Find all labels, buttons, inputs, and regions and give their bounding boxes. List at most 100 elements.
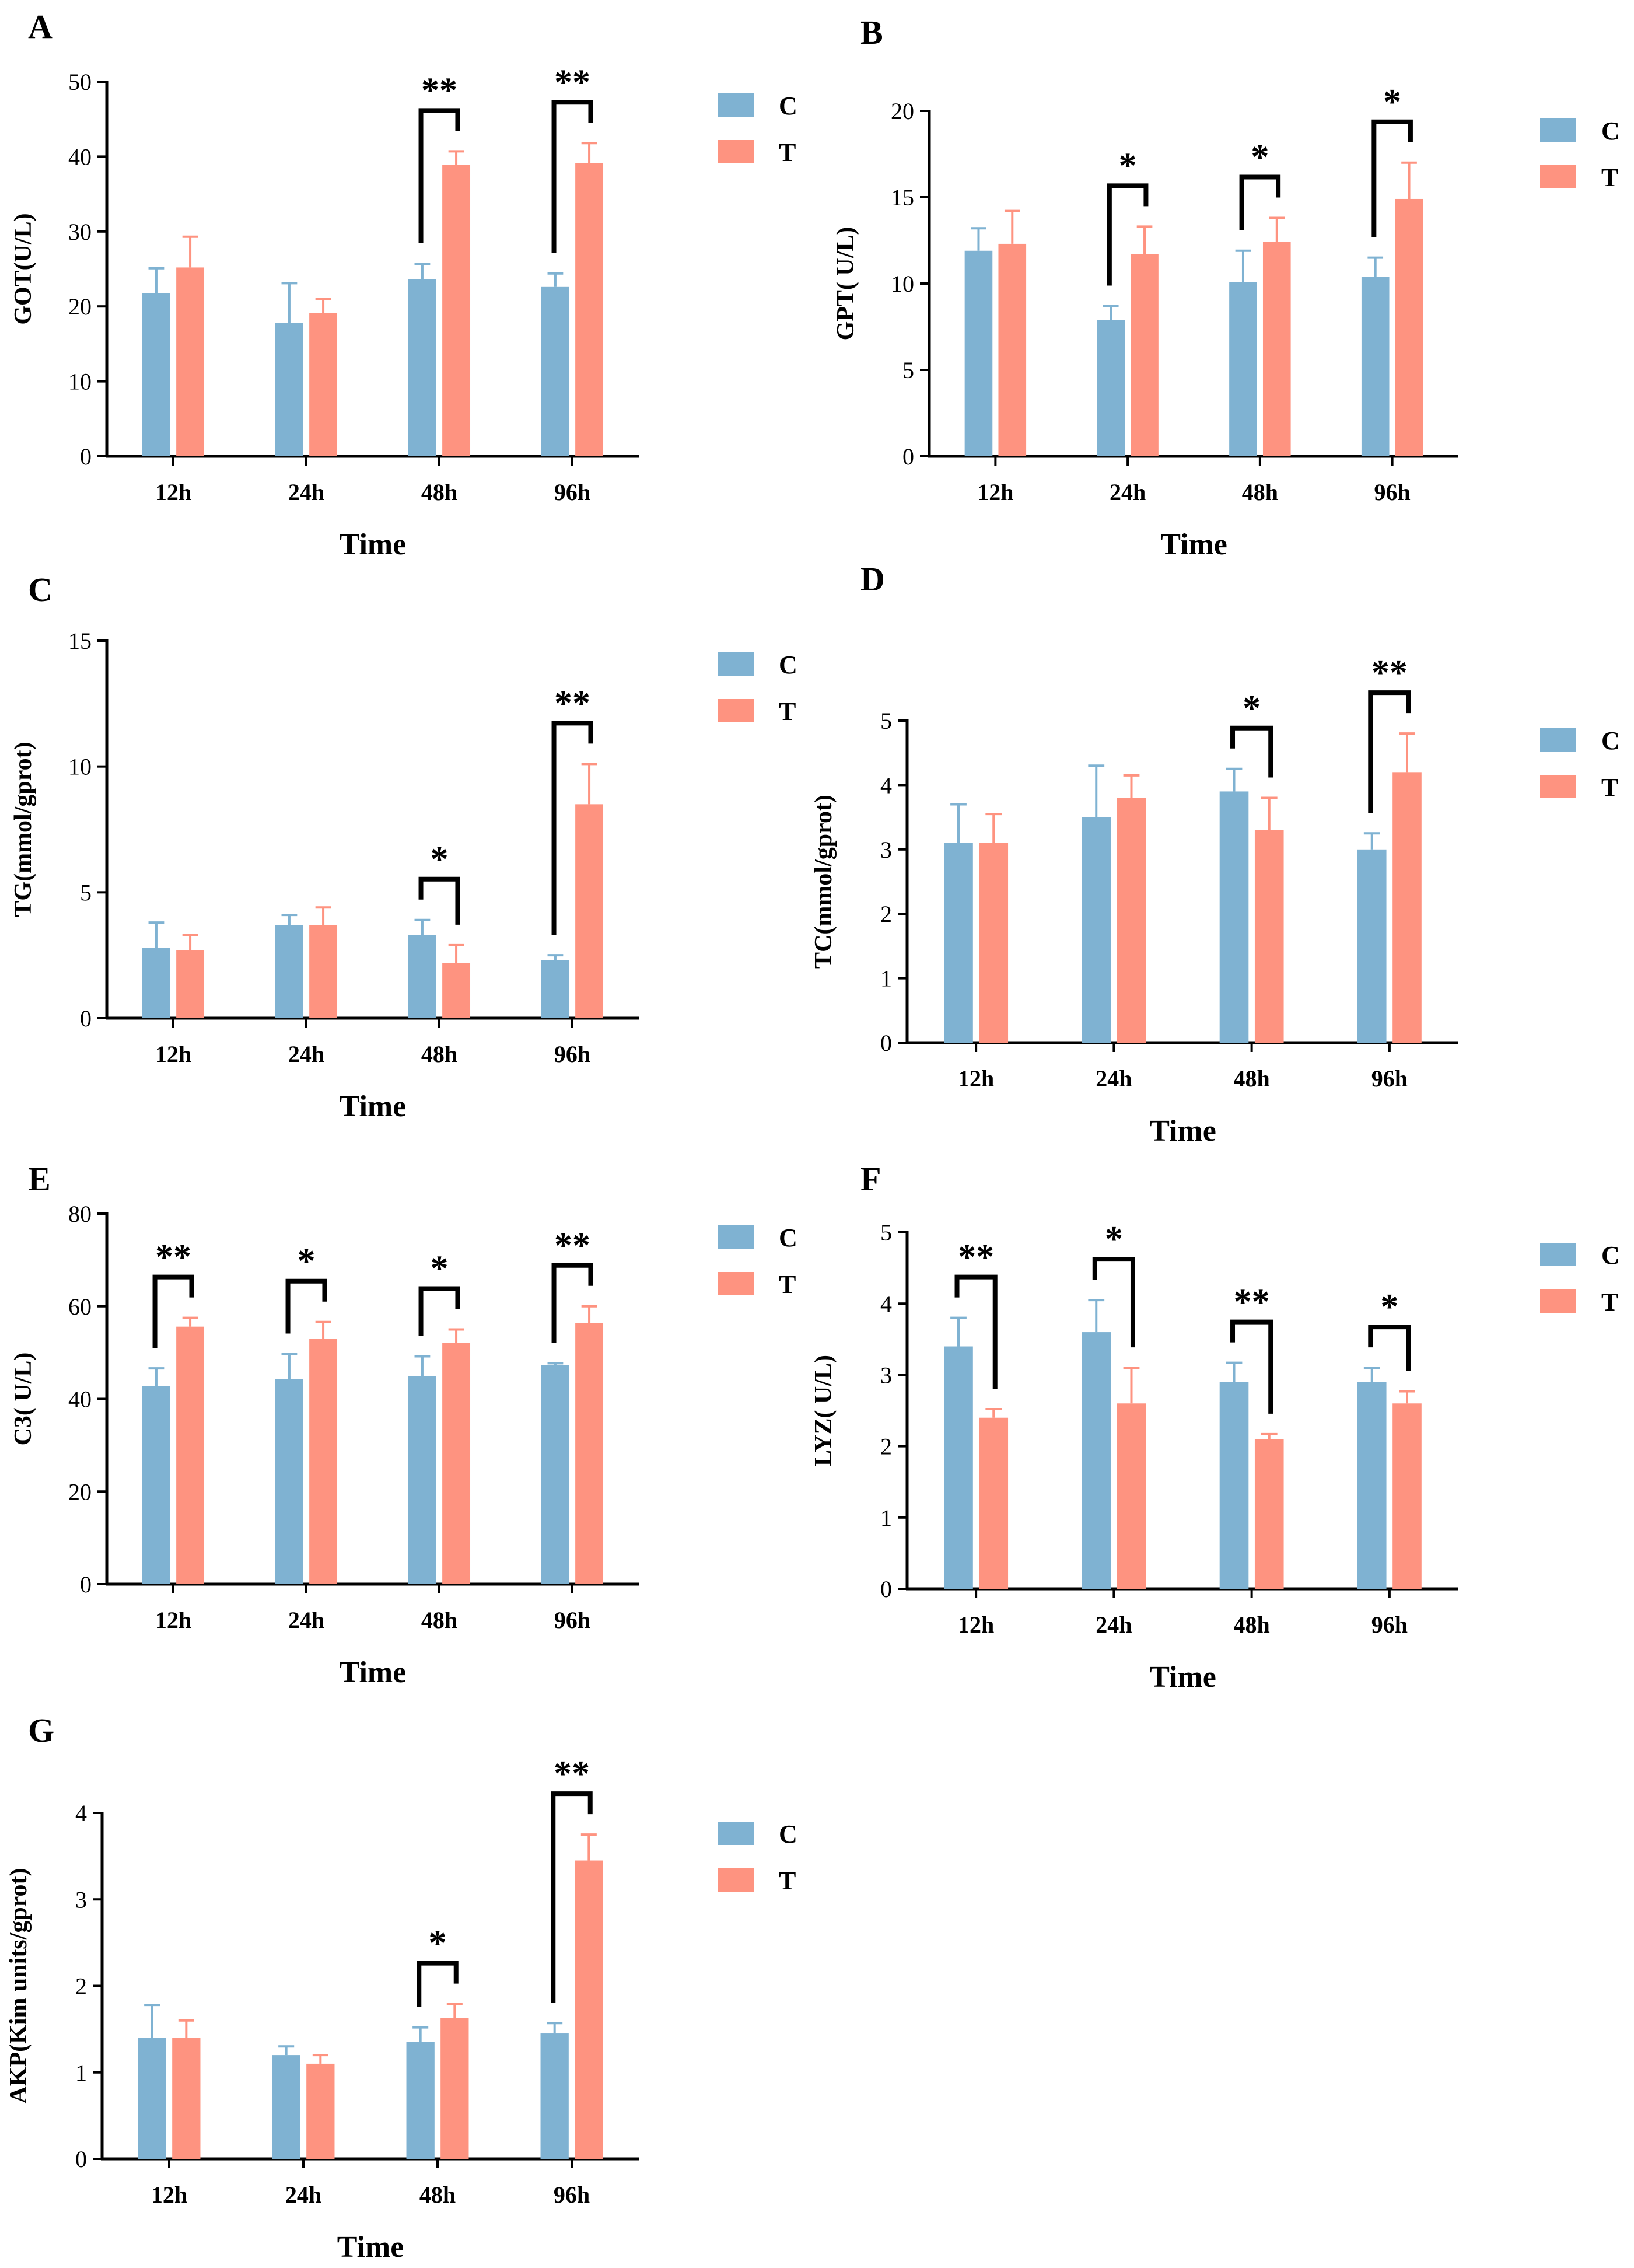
panel-g: G 0 1 2 3 4 AKP(Kim units/gprot) Time 12h 24h 48h 9…	[5, 1711, 797, 2264]
panel-letter: B	[860, 13, 883, 51]
bar-c	[408, 1376, 436, 1584]
y-tick-label: 40	[68, 1386, 92, 1413]
bar-t	[1392, 772, 1422, 1043]
panel-letter: G	[28, 1711, 54, 1749]
y-tick-label: 0	[880, 1576, 892, 1602]
x-tick-label: 12h	[155, 1041, 191, 1067]
legend-label-t: T	[1601, 1288, 1618, 1316]
panel-letter: C	[28, 571, 53, 609]
panel-letter: F	[860, 1160, 881, 1198]
legend-swatch-c	[718, 652, 754, 676]
legend-label-c: C	[779, 1820, 797, 1848]
significance-label: **	[554, 683, 590, 723]
y-tick-label: 0	[80, 1571, 92, 1598]
bar-t	[1117, 798, 1146, 1043]
significance-bracket	[551, 721, 593, 935]
significance-label: *	[429, 1924, 447, 1963]
x-axis-title: Time	[1160, 528, 1227, 561]
x-axis-title: Time	[340, 528, 407, 561]
significance-label: **	[554, 1226, 590, 1266]
x-tick-label: 48h	[1234, 1612, 1270, 1638]
x-tick-label: 48h	[1234, 1065, 1270, 1092]
bar-c	[944, 843, 973, 1043]
bar-t	[309, 925, 338, 1018]
legend-label-c: C	[1601, 1241, 1620, 1270]
y-tick-label: 1	[880, 1505, 892, 1531]
legend-label-c: C	[779, 651, 797, 679]
x-tick-label: 12h	[155, 479, 191, 505]
bar-t	[575, 804, 604, 1018]
significance-bracket	[1368, 690, 1411, 813]
bar-t	[998, 243, 1027, 456]
significance-bracket	[1230, 725, 1273, 778]
bar-t	[176, 1326, 205, 1584]
significance-label: *	[1105, 1219, 1123, 1259]
bar-c	[275, 323, 303, 456]
legend-swatch-t	[1540, 1289, 1576, 1313]
bar-c	[408, 935, 436, 1018]
significance-bracket	[954, 1274, 998, 1389]
bar-t	[1131, 254, 1159, 456]
x-tick-label: 12h	[977, 479, 1013, 505]
bar-t	[979, 843, 1009, 1043]
x-tick-label: 48h	[1242, 479, 1278, 505]
bar-c	[1082, 1332, 1111, 1589]
x-tick-label: 48h	[421, 1607, 457, 1633]
significance-label: *	[1380, 1287, 1398, 1327]
bar-t	[1254, 830, 1284, 1043]
significance-label: *	[431, 840, 449, 879]
y-tick-label: 10	[68, 369, 92, 395]
bar-c	[541, 1365, 569, 1584]
legend-label-c: C	[1601, 117, 1620, 145]
significance-bracket	[551, 1263, 593, 1343]
y-tick-label: 0	[880, 1030, 892, 1056]
legend-swatch-c	[1540, 728, 1576, 752]
legend-label-t: T	[779, 138, 796, 167]
y-tick-label: 80	[68, 1201, 92, 1227]
y-axis-title: AKP(Kim units/gprot)	[5, 1868, 32, 2103]
significance-label: **	[554, 62, 590, 102]
bar-c	[275, 1379, 303, 1584]
y-tick-label: 20	[68, 293, 92, 320]
significance-label: *	[431, 1249, 449, 1288]
x-tick-label: 24h	[288, 1607, 324, 1633]
bar-c	[944, 1346, 973, 1589]
bar-t	[575, 163, 604, 456]
legend-label-t: T	[1601, 773, 1618, 802]
bar-c	[1357, 849, 1387, 1043]
x-tick-label: 96h	[554, 1041, 590, 1067]
y-tick-label: 20	[68, 1479, 92, 1505]
bar-c	[138, 2038, 166, 2159]
bar-c	[142, 1386, 170, 1584]
significance-label: *	[1119, 146, 1137, 186]
bar-t	[442, 165, 471, 456]
x-tick-label: 48h	[421, 1041, 457, 1067]
x-tick-label: 12h	[958, 1065, 994, 1092]
legend-label-c: C	[779, 1224, 797, 1252]
bar-c	[1219, 791, 1249, 1043]
x-tick-label: 48h	[419, 2182, 456, 2208]
bar-c	[541, 960, 569, 1018]
bar-c	[1357, 1382, 1387, 1589]
x-axis-title: Time	[337, 2231, 404, 2264]
bar-t	[306, 2063, 335, 2159]
y-tick-label: 15	[68, 628, 92, 654]
y-axis-title: GOT(U/L)	[10, 213, 37, 324]
x-axis-title: Time	[1149, 1114, 1216, 1148]
bar-t	[176, 267, 205, 456]
legend-swatch-c	[718, 1225, 754, 1249]
y-tick-label: 20	[891, 98, 914, 124]
x-tick-label: 24h	[288, 1041, 324, 1067]
y-tick-label: 15	[891, 184, 914, 211]
x-tick-label: 96h	[554, 1607, 590, 1633]
legend-swatch-c	[718, 1822, 754, 1845]
x-tick-label: 12h	[151, 2182, 187, 2208]
legend-label-t: T	[779, 697, 796, 726]
y-tick-label: 5	[902, 357, 914, 383]
bar-c	[406, 2042, 435, 2159]
y-tick-label: 0	[75, 2146, 87, 2172]
bar-c	[1219, 1382, 1249, 1589]
y-tick-label: 60	[68, 1294, 92, 1320]
